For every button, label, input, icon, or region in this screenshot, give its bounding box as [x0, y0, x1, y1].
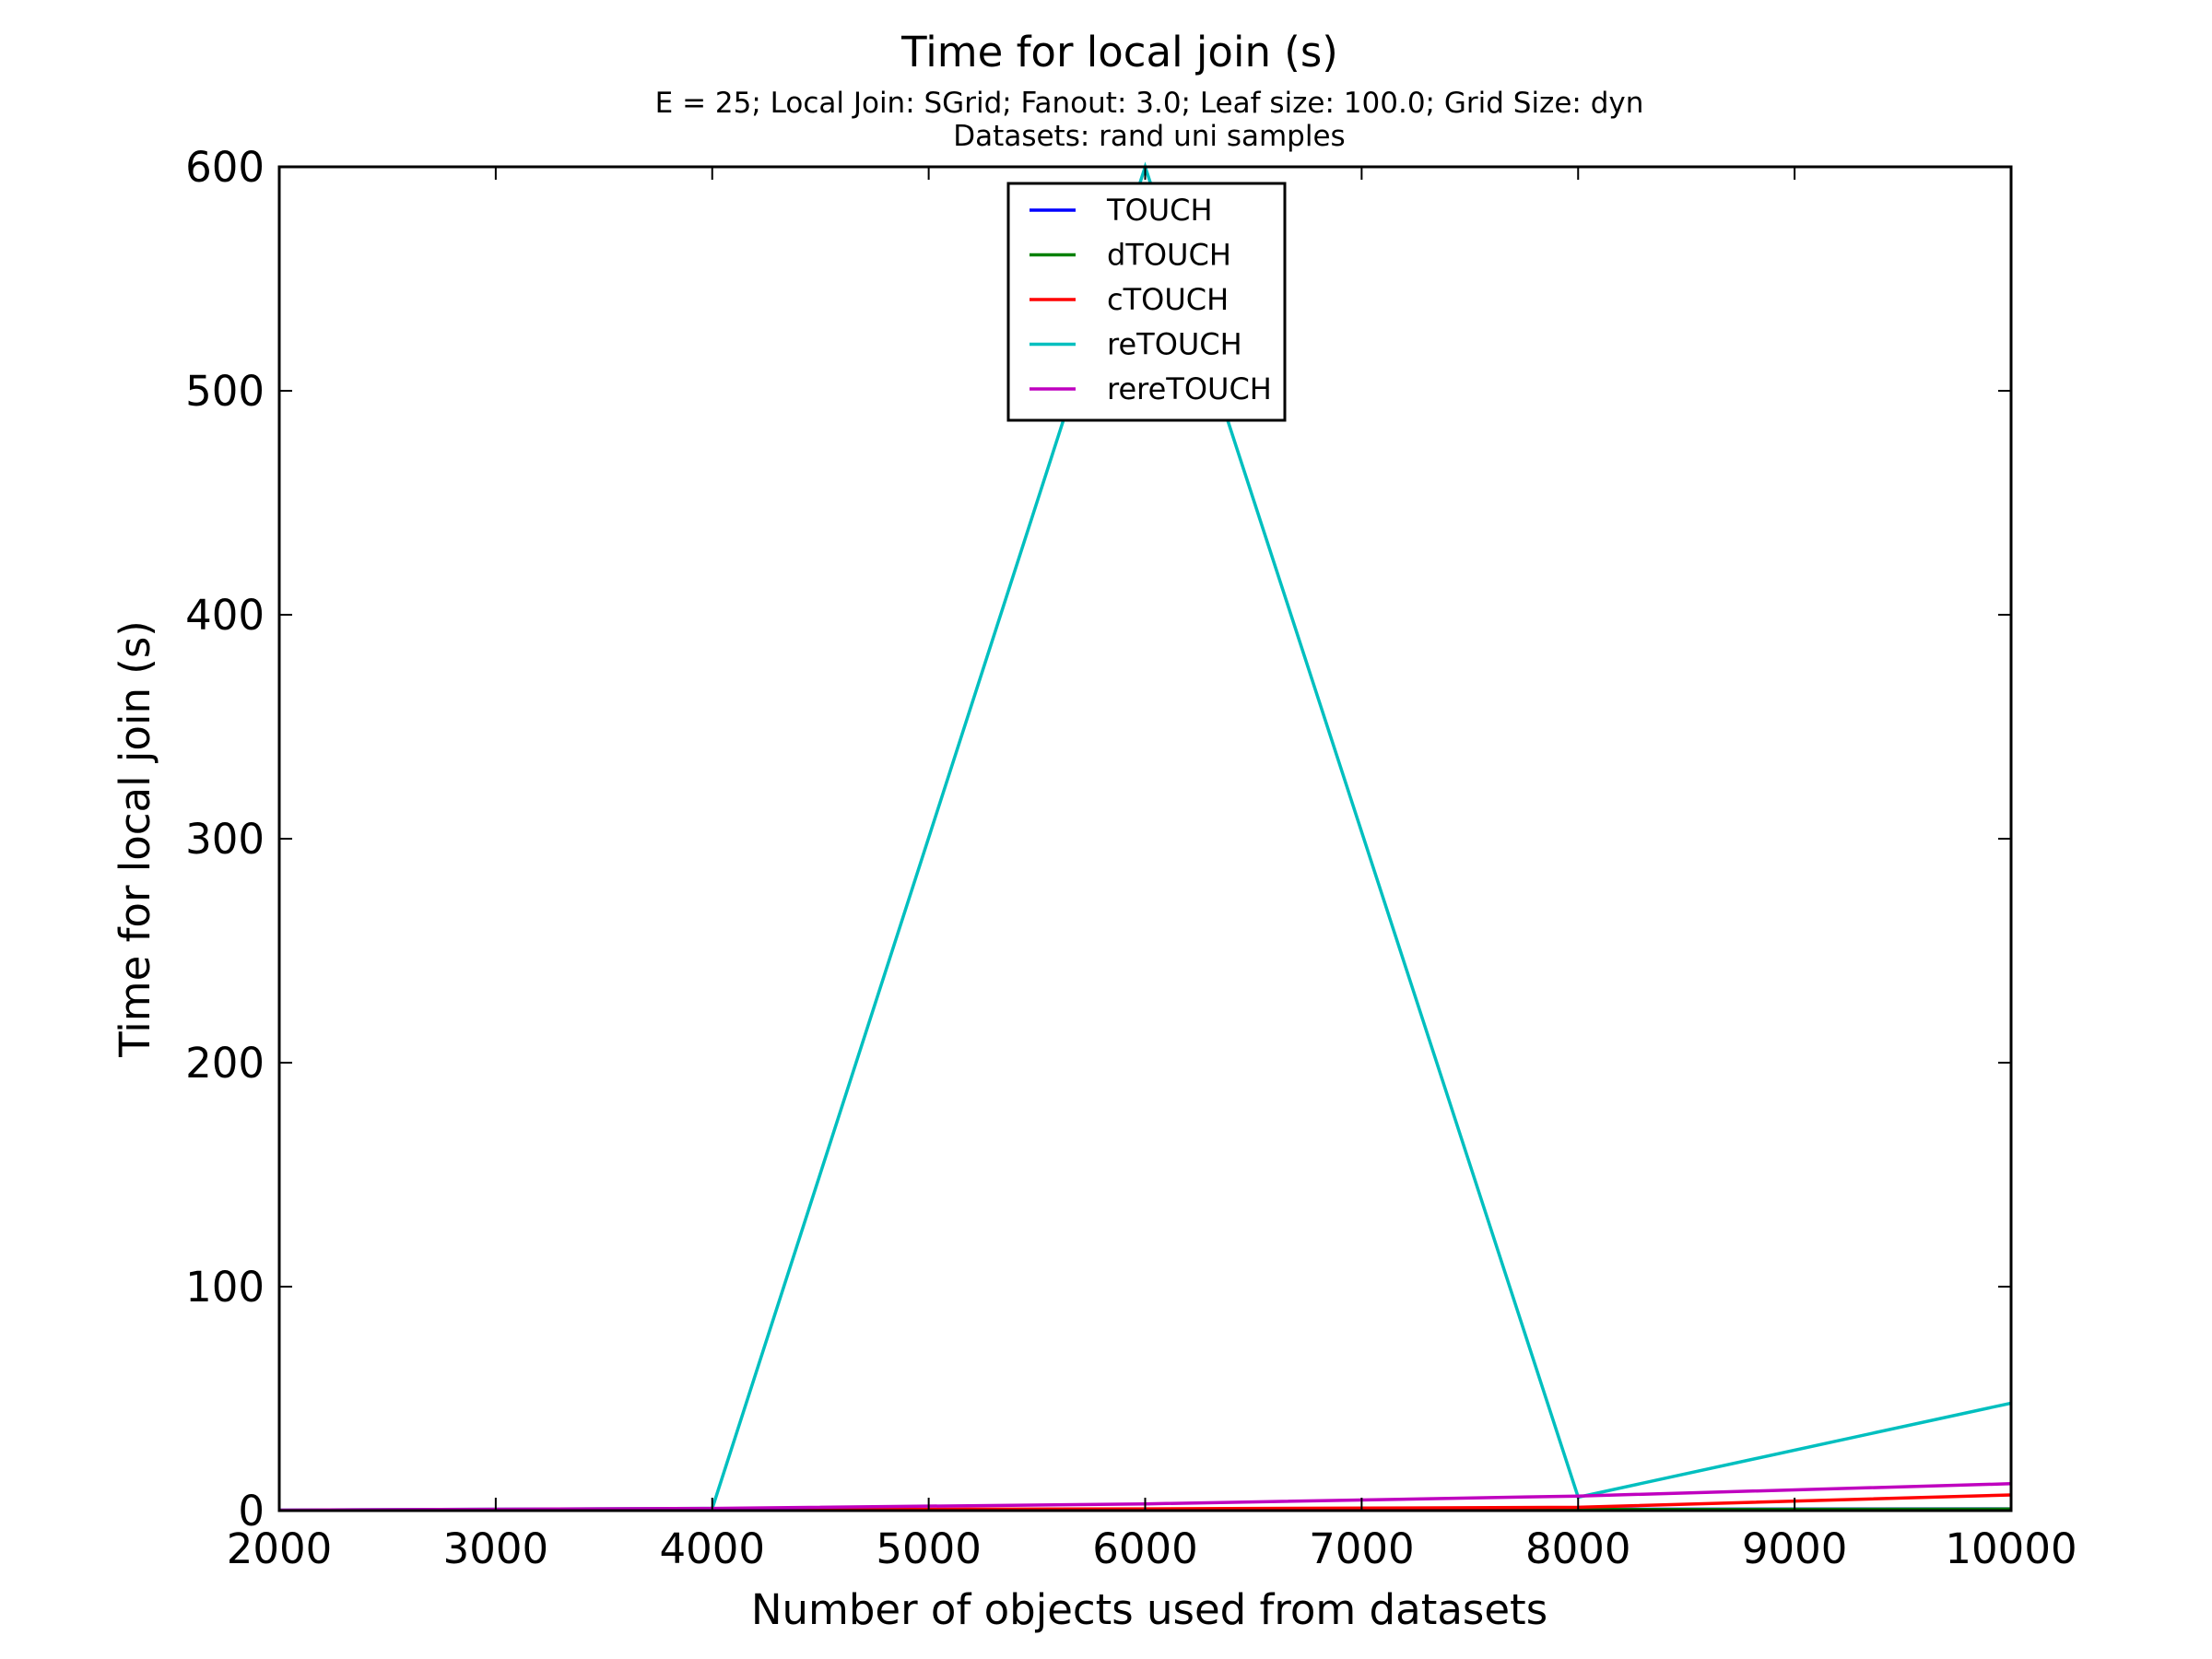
chart-title: Time for local join (s): [900, 28, 1338, 76]
x-tick-label: 9000: [1742, 1524, 1848, 1573]
x-tick-label: 8000: [1525, 1524, 1631, 1573]
y-axis-label: Time for local join (s): [111, 620, 159, 1058]
y-tick-label: 0: [238, 1487, 265, 1535]
chart-subtitle-line-1: E = 25; Local Join: SGrid; Fanout: 3.0; …: [655, 87, 1644, 120]
y-tick-label: 600: [185, 143, 265, 192]
legend-label-touch: TOUCH: [1106, 193, 1213, 228]
y-tick-label: 100: [185, 1263, 265, 1312]
ticks-layer: 2000 3000 4000 5000 6000 7000 8000 9000 10000 0 10…: [185, 143, 2077, 1573]
y-tick-label: 400: [185, 591, 265, 640]
legend-entries: TOUCH dTOUCH cTOUCH reTOUCH rereTOUCH: [1030, 193, 1272, 406]
legend-label-ctouch: cTOUCH: [1107, 282, 1229, 317]
legend-box: [1006, 182, 1287, 422]
y-tick-label: 300: [185, 815, 265, 864]
legend-label-dtouch: dTOUCH: [1107, 238, 1231, 273]
x-tick-label: 3000: [443, 1524, 549, 1573]
x-axis-label: Number of objects used from datasets: [751, 1585, 1547, 1634]
x-tick-label: 2000: [227, 1524, 333, 1573]
chart-subtitle-line-2: Datasets: rand uni samples: [953, 120, 1345, 153]
plot-frame: [277, 165, 2013, 1512]
y-tick-label: 500: [185, 367, 265, 416]
x-tick-label: 10000: [1945, 1524, 2077, 1573]
x-tick-label: 5000: [876, 1524, 982, 1573]
x-tick-label: 4000: [659, 1524, 765, 1573]
legend-label-retouch: reTOUCH: [1107, 327, 1242, 362]
y-tick-label: 200: [185, 1039, 265, 1088]
x-tick-label: 7000: [1309, 1524, 1415, 1573]
legend: TOUCH dTOUCH cTOUCH reTOUCH rereTOUCH: [1006, 182, 1287, 422]
legend-label-reretouch: rereTOUCH: [1107, 371, 1272, 406]
x-tick-label: 6000: [1092, 1524, 1198, 1573]
